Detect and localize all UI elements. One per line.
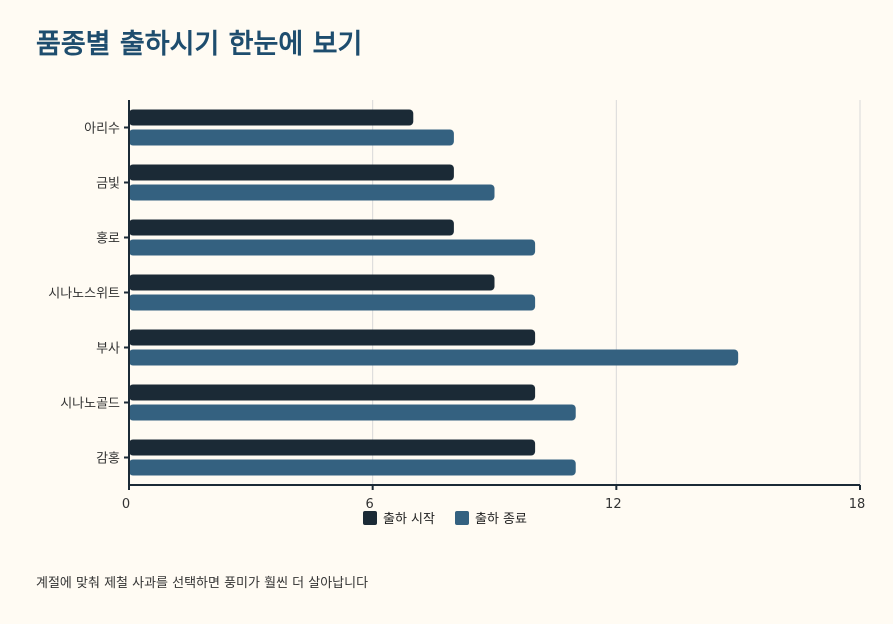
chart-title: 품종별 출하시기 한눈에 보기: [36, 29, 363, 60]
x-tick-labels: 0 6 12 18: [122, 497, 865, 512]
bar-start: [129, 219, 454, 236]
bar-end: [129, 129, 454, 146]
x-tick-label: 12: [605, 497, 622, 512]
legend-swatch: [363, 511, 377, 525]
bar-start: [129, 329, 536, 346]
bar-start: [129, 384, 536, 401]
legend: 출하 시작 출하 종료: [363, 511, 527, 527]
bar-end: [129, 184, 495, 201]
y-tick-label: 홍로: [96, 232, 120, 247]
bar-start: [129, 164, 454, 181]
bar-end: [129, 294, 536, 311]
y-tick-label: 금빛: [96, 177, 120, 192]
y-tick-label: 아리수: [84, 122, 120, 137]
legend-swatch: [455, 511, 469, 525]
y-tick-label: 감홍: [96, 452, 120, 467]
x-tick-label: 6: [366, 497, 374, 512]
footnote: 계절에 맞춰 제철 사과를 선택하면 풍미가 훨씬 더 살아납니다: [36, 576, 369, 591]
y-tick-label: 시나노골드: [60, 397, 120, 412]
bars: [129, 109, 739, 476]
axes: [124, 100, 861, 490]
x-tick-label: 0: [122, 497, 130, 512]
grid-lines: [372, 100, 861, 485]
bar-end: [129, 459, 576, 476]
bar-start: [129, 439, 536, 456]
bar-start: [129, 274, 495, 291]
bar-end: [129, 349, 739, 366]
bar-end: [129, 404, 576, 421]
y-tick-label: 부사: [96, 342, 120, 357]
bar-start: [129, 109, 414, 126]
y-tick-label: 시나노스위트: [48, 287, 120, 302]
bar-end: [129, 239, 536, 256]
legend-label: 출하 종료: [475, 512, 527, 527]
x-tick-label: 18: [849, 497, 866, 512]
legend-label: 출하 시작: [383, 512, 435, 527]
